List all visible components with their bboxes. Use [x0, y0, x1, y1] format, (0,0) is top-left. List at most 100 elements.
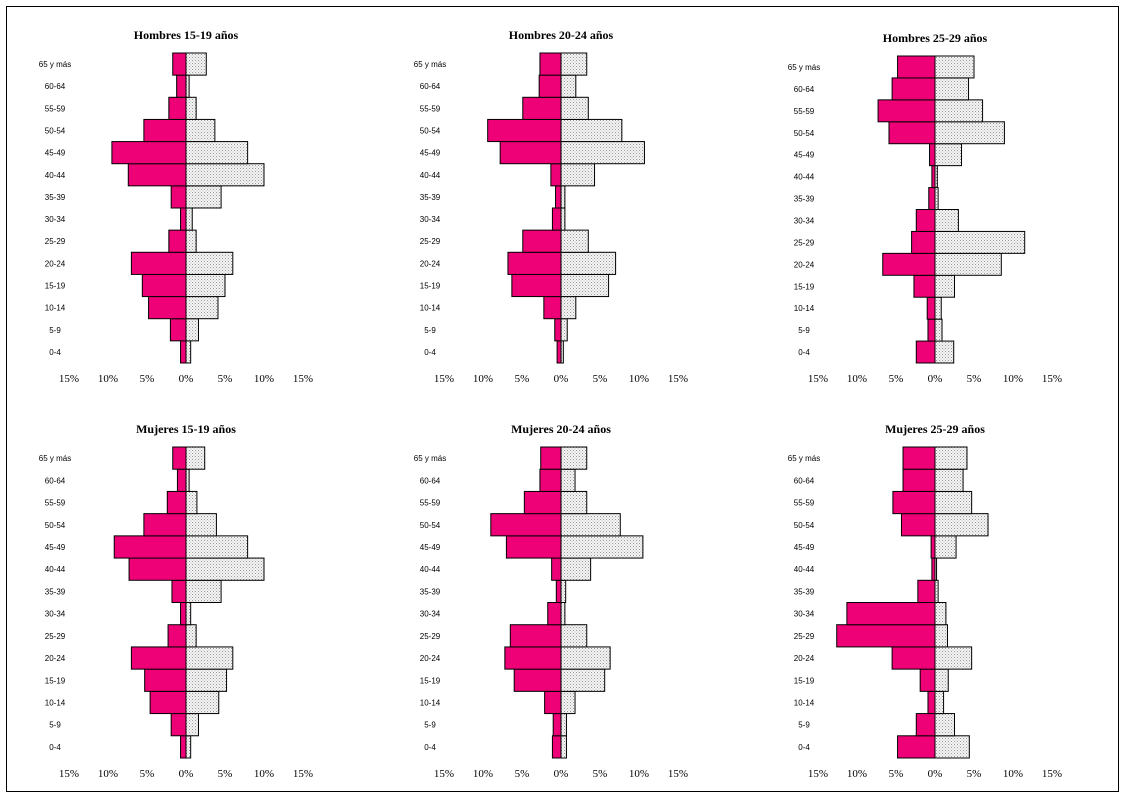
x-tick-label: 5%: [140, 768, 155, 780]
bar-right: [560, 52, 588, 76]
category-label: 55-59: [794, 107, 815, 116]
x-tick-label: 10%: [629, 373, 649, 385]
bar-right: [560, 273, 610, 298]
bar-left: [522, 96, 562, 120]
bar-right: [185, 579, 222, 603]
x-tick-label: 5%: [593, 768, 608, 780]
bar-right: [185, 296, 219, 320]
bar-left: [892, 490, 936, 515]
bar-right: [560, 490, 588, 515]
x-tick-label: 0%: [554, 373, 569, 385]
category-label: 40-44: [794, 173, 815, 182]
bar-right: [185, 185, 222, 209]
bar-right: [934, 296, 942, 320]
category-label: 20-24: [794, 260, 815, 269]
bar-left: [927, 690, 936, 715]
bar-left: [490, 513, 562, 537]
pyramid-chart: Hombres 15-19 años 0-4 5-9 10-14 15-19 20-24 2…: [39, 28, 313, 385]
pyramid-chart: Mujeres 25-29 años 0-4 5-9 10-14 15-19 20-24 2…: [788, 422, 1062, 780]
x-tick-label: 15%: [808, 768, 828, 780]
category-label: 5-9: [424, 326, 436, 335]
bar-right: [560, 690, 576, 715]
bar-right: [560, 535, 644, 559]
category-label: 15-19: [45, 676, 66, 685]
bar-right: [560, 446, 588, 470]
category-label: 45-49: [794, 151, 815, 160]
bar-left: [919, 668, 936, 692]
bar-right: [185, 207, 193, 231]
bar-left: [927, 318, 936, 342]
category-label: 30-34: [45, 610, 66, 619]
x-tick-label: 5%: [593, 373, 608, 385]
category-label: 10-14: [420, 698, 441, 707]
bar-left: [552, 713, 562, 737]
category-label: 45-49: [45, 543, 66, 552]
bar-left: [499, 141, 562, 165]
category-label: 20-24: [45, 259, 66, 268]
bar-left: [170, 713, 187, 737]
bar-left: [149, 690, 187, 715]
bar-right: [934, 624, 948, 648]
category-label: 50-54: [45, 521, 66, 530]
pyramid-chart: Hombres 25-29 años 0-4 5-9 10-14 15-19 20-24 2…: [788, 31, 1062, 385]
bar-left: [882, 252, 936, 276]
bar-right: [934, 209, 959, 232]
x-tick-label: 5%: [515, 768, 530, 780]
bar-left: [505, 535, 562, 559]
category-label: 65 y más: [39, 60, 71, 69]
category-label: 0-4: [49, 348, 61, 357]
bar-left: [128, 557, 187, 581]
bar-left: [900, 513, 936, 537]
category-label: 45-49: [794, 543, 815, 552]
bar-left: [915, 713, 936, 737]
bar-right: [185, 229, 197, 253]
bar-right: [934, 513, 989, 537]
x-tick-label: 15%: [59, 768, 79, 780]
x-tick-label: 15%: [668, 373, 688, 385]
x-tick-label: 10%: [98, 768, 118, 780]
bar-right: [560, 646, 611, 670]
bar-left: [539, 52, 562, 76]
bar-left: [554, 318, 562, 342]
bar-left: [113, 535, 187, 559]
x-tick-label: 5%: [140, 373, 155, 385]
bar-left: [180, 602, 187, 626]
x-tick-label: 10%: [629, 768, 649, 780]
category-label: 55-59: [420, 104, 441, 113]
bar-left: [148, 296, 187, 320]
bar-left: [141, 273, 187, 298]
bar-right: [934, 121, 1005, 145]
x-tick-label: 5%: [889, 373, 904, 385]
bar-left: [180, 340, 187, 364]
category-label: 30-34: [420, 215, 441, 224]
x-tick-label: 15%: [1042, 768, 1062, 780]
bar-left: [891, 646, 936, 670]
bar-left: [911, 230, 936, 254]
category-label: 60-64: [45, 82, 66, 91]
bar-left: [913, 274, 936, 298]
bar-right: [185, 557, 265, 581]
bar-left: [180, 207, 187, 231]
category-label: 50-54: [420, 127, 441, 136]
bar-right: [560, 602, 566, 626]
category-label: 50-54: [45, 127, 66, 136]
bar-right: [934, 602, 947, 626]
category-label: 0-4: [798, 348, 810, 357]
category-label: 55-59: [794, 499, 815, 508]
bar-right: [934, 274, 955, 298]
category-label: 15-19: [420, 282, 441, 291]
bar-left: [551, 557, 562, 581]
bar-right: [934, 99, 984, 123]
x-tick-label: 10%: [1003, 373, 1023, 385]
x-tick-label: 15%: [434, 768, 454, 780]
bar-left: [507, 251, 562, 275]
category-label: 5-9: [49, 721, 61, 730]
bar-left: [888, 121, 936, 145]
x-tick-label: 10%: [847, 373, 867, 385]
category-label: 55-59: [420, 499, 441, 508]
category-label: 55-59: [45, 104, 66, 113]
bar-left: [166, 490, 187, 515]
bar-left: [551, 735, 562, 759]
category-label: 40-44: [794, 565, 815, 574]
x-tick-label: 5%: [218, 373, 233, 385]
